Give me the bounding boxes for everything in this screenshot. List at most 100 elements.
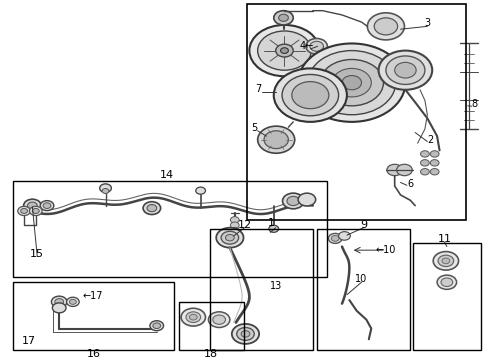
Circle shape (386, 164, 402, 176)
Text: 2: 2 (427, 135, 433, 145)
Circle shape (189, 314, 197, 320)
Circle shape (394, 62, 415, 78)
Circle shape (429, 168, 438, 175)
Circle shape (208, 312, 229, 328)
Circle shape (298, 44, 405, 122)
Text: 8: 8 (470, 99, 477, 109)
Text: 4←: 4← (299, 41, 313, 51)
Circle shape (150, 321, 163, 331)
Text: 11: 11 (437, 234, 450, 244)
Circle shape (298, 193, 315, 206)
Circle shape (291, 82, 328, 109)
Circle shape (241, 331, 249, 337)
Circle shape (18, 206, 30, 216)
Circle shape (432, 252, 458, 270)
Text: 16: 16 (86, 348, 100, 359)
Bar (412, 243, 480, 350)
Text: ←10: ←10 (375, 245, 395, 255)
Circle shape (309, 41, 323, 51)
Bar (210, 229, 312, 350)
Circle shape (429, 159, 438, 166)
Text: 7: 7 (255, 84, 261, 94)
Circle shape (230, 222, 239, 229)
Circle shape (373, 18, 397, 35)
Circle shape (216, 228, 243, 248)
Circle shape (66, 297, 79, 306)
Text: 18: 18 (204, 348, 218, 359)
Circle shape (147, 204, 157, 212)
Circle shape (153, 323, 160, 329)
Circle shape (52, 303, 66, 313)
Circle shape (282, 75, 338, 116)
Circle shape (275, 44, 293, 57)
Text: 13: 13 (269, 281, 282, 291)
Circle shape (436, 275, 456, 289)
Circle shape (273, 68, 346, 122)
Circle shape (378, 51, 431, 90)
Circle shape (331, 68, 370, 97)
Circle shape (32, 208, 39, 213)
Circle shape (282, 193, 304, 209)
Text: 12: 12 (237, 220, 251, 230)
Circle shape (268, 225, 278, 232)
Text: 14: 14 (159, 170, 173, 180)
Circle shape (231, 324, 259, 344)
Circle shape (429, 151, 438, 157)
Circle shape (225, 234, 234, 241)
Circle shape (273, 11, 293, 25)
Text: ←17: ←17 (82, 291, 102, 301)
Circle shape (385, 56, 424, 85)
Circle shape (40, 201, 54, 211)
Circle shape (221, 231, 238, 244)
Circle shape (249, 25, 319, 76)
Circle shape (195, 187, 205, 194)
Circle shape (212, 315, 225, 324)
Circle shape (229, 232, 239, 239)
Text: 17: 17 (22, 336, 36, 346)
Text: 5: 5 (251, 123, 257, 133)
Circle shape (69, 300, 76, 304)
Circle shape (181, 308, 205, 326)
Circle shape (440, 278, 452, 287)
Circle shape (280, 48, 288, 53)
Bar (246, 4, 466, 220)
Circle shape (420, 159, 428, 166)
Circle shape (51, 296, 67, 307)
Circle shape (307, 51, 395, 115)
Circle shape (43, 203, 51, 208)
Circle shape (341, 76, 361, 90)
Circle shape (236, 328, 254, 340)
Text: 9: 9 (359, 220, 366, 230)
Circle shape (305, 39, 327, 54)
Circle shape (330, 235, 338, 241)
Circle shape (328, 233, 341, 243)
Circle shape (286, 196, 299, 206)
Text: 6: 6 (407, 179, 412, 189)
Circle shape (23, 199, 41, 212)
Circle shape (143, 202, 160, 215)
Circle shape (27, 202, 37, 209)
Circle shape (185, 312, 200, 323)
Circle shape (230, 228, 239, 234)
Circle shape (102, 189, 109, 193)
Circle shape (437, 255, 453, 266)
Circle shape (257, 126, 294, 153)
Circle shape (338, 231, 349, 240)
Text: 10: 10 (355, 274, 367, 284)
Text: 15: 15 (30, 249, 44, 259)
Bar (13, 181, 327, 277)
Circle shape (366, 13, 404, 40)
Circle shape (441, 258, 449, 264)
Bar (178, 302, 244, 350)
Circle shape (320, 59, 383, 106)
Circle shape (257, 31, 311, 70)
Text: 3: 3 (424, 18, 429, 28)
Circle shape (420, 151, 428, 157)
Circle shape (20, 208, 27, 213)
Bar (13, 282, 173, 350)
Text: 1: 1 (267, 219, 274, 229)
Circle shape (29, 206, 42, 216)
Circle shape (396, 164, 411, 176)
Circle shape (230, 217, 239, 223)
Bar (316, 229, 409, 350)
